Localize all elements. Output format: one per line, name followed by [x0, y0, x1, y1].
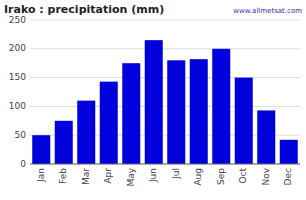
x-tick-label: May: [126, 167, 136, 186]
y-tick-label: 150: [9, 72, 26, 82]
bar: [190, 59, 208, 164]
bar: [77, 101, 95, 164]
grid-line: [30, 48, 300, 49]
x-tick-label: Apr: [103, 168, 113, 184]
y-tick-label: 50: [15, 130, 27, 140]
watermark: www.allmetsat.com: [233, 7, 302, 15]
x-tick-label: Feb: [58, 168, 68, 184]
title: Irako : precipitation (mm): [4, 3, 164, 16]
bar: [32, 135, 50, 164]
x-tick-label: Aug: [193, 168, 203, 186]
bar: [145, 40, 163, 164]
x-tick-label: Jun: [148, 168, 158, 183]
x-axis-line: [30, 164, 300, 165]
y-tick-label: 100: [9, 101, 26, 111]
grid-line: [30, 106, 300, 107]
y-tick-label: 250: [9, 15, 26, 25]
x-tick-label: Jul: [171, 168, 181, 180]
bar: [100, 82, 118, 164]
bar: [235, 78, 253, 164]
x-tick-label: Nov: [261, 167, 271, 185]
y-tick-label: 200: [9, 43, 26, 53]
bar: [280, 140, 298, 164]
bar: [167, 60, 185, 164]
x-tick-label: Dec: [283, 168, 293, 185]
chart-container: 0 50 100 150 200 250 Jan Feb Mar Apr May Jun Jul Aug S…: [0, 0, 306, 200]
bars: [32, 40, 298, 164]
x-tick-label: Oct: [238, 168, 248, 184]
grid: [30, 20, 300, 164]
grid-line: [30, 77, 300, 78]
y-tick-label: 0: [20, 159, 26, 169]
grid-line: [30, 164, 300, 165]
bar: [257, 110, 275, 164]
chart-svg: 0 50 100 150 200 250 Jan Feb Mar Apr May Jun Jul Aug S…: [0, 0, 306, 200]
x-tick-label: Mar: [81, 168, 91, 185]
bar: [55, 121, 73, 164]
x-tick-label: Jan: [36, 168, 46, 183]
grid-line: [30, 20, 300, 21]
bar: [212, 49, 230, 164]
x-tick-label: Sep: [216, 168, 226, 185]
bar: [122, 63, 140, 164]
